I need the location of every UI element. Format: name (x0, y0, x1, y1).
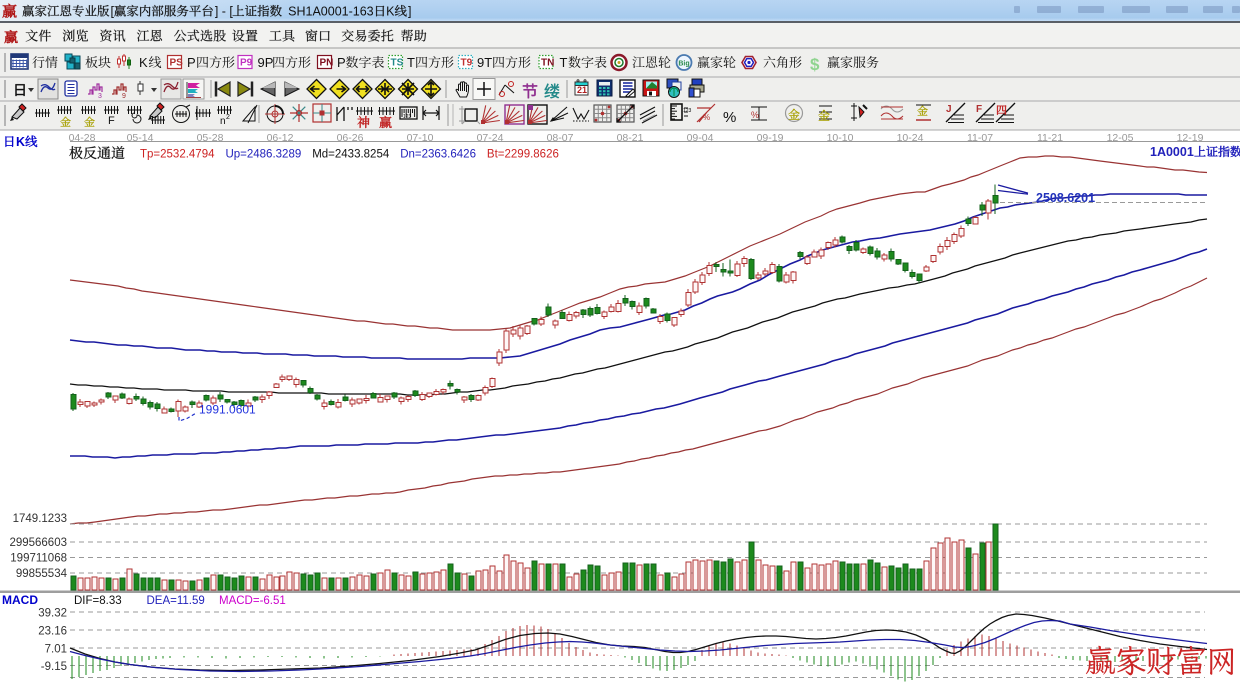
svg-text:Big: Big (678, 61, 689, 68)
svg-text:P: P (337, 55, 346, 70)
svg-text:9T: 9T (477, 55, 492, 70)
svg-text:MACD=-6.51: MACD=-6.51 (219, 595, 286, 607)
svg-text:Md=2433.8254: Md=2433.8254 (312, 149, 390, 161)
svg-text:n: n (220, 116, 226, 127)
svg-text:08-21: 08-21 (617, 132, 644, 144)
svg-text:1A0001: 1A0001 (1150, 145, 1194, 159)
svg-text:1749.1233: 1749.1233 (13, 513, 67, 525)
svg-text:123: 123 (403, 114, 412, 120)
svg-text:Up=2486.3289: Up=2486.3289 (225, 149, 301, 161)
svg-text:07-24: 07-24 (477, 132, 504, 144)
svg-text:K: K (16, 135, 25, 149)
svg-text:Bt=2299.8626: Bt=2299.8626 (487, 149, 559, 161)
svg-text:9: 9 (122, 93, 126, 100)
svg-text:08-07: 08-07 (547, 132, 574, 144)
svg-text:21: 21 (577, 85, 587, 95)
svg-text:299566603: 299566603 (9, 537, 67, 549)
svg-text:$: $ (810, 55, 820, 74)
svg-text:F: F (976, 104, 982, 115)
svg-text:Dn=2363.6426: Dn=2363.6426 (400, 149, 476, 161)
svg-text:3: 3 (98, 93, 102, 100)
svg-text:12-19: 12-19 (1177, 132, 1204, 144)
svg-text:-9.15: -9.15 (41, 661, 67, 673)
svg-text:P9: P9 (240, 58, 253, 69)
svg-text:05-28: 05-28 (197, 132, 224, 144)
svg-text:99855534: 99855534 (16, 568, 68, 580)
svg-text:[: [ (111, 5, 115, 19)
svg-text:%: % (751, 110, 759, 120)
svg-text:] - [: ] - [ (215, 5, 234, 19)
svg-text:T: T (560, 55, 568, 70)
svg-text:%: % (703, 113, 710, 122)
svg-text:TS: TS (391, 58, 404, 69)
svg-text:23.16: 23.16 (38, 626, 67, 638)
svg-text:06-12: 06-12 (267, 132, 294, 144)
svg-text:12-05: 12-05 (1107, 132, 1134, 144)
svg-text:11-07: 11-07 (967, 132, 993, 144)
svg-text:P: P (187, 55, 196, 70)
svg-text:04-28: 04-28 (69, 132, 96, 144)
svg-text:PS: PS (170, 58, 184, 69)
svg-text:39.32: 39.32 (38, 608, 67, 620)
svg-text:07-10: 07-10 (407, 132, 434, 144)
svg-text:123: 123 (683, 108, 692, 114)
svg-text:T: T (407, 55, 415, 70)
svg-text:TN: TN (541, 58, 554, 69)
svg-text:10-10: 10-10 (827, 132, 854, 144)
svg-text:]: ] (408, 5, 411, 19)
svg-text:%: % (723, 109, 736, 126)
svg-text:09-04: 09-04 (687, 132, 714, 144)
svg-text:F: F (108, 115, 115, 127)
svg-text:Tp=2532.4794: Tp=2532.4794 (140, 149, 215, 161)
svg-text:2: 2 (226, 114, 230, 121)
svg-text:05-14: 05-14 (127, 132, 154, 144)
svg-text:T9: T9 (461, 58, 473, 69)
svg-text:2508.6201: 2508.6201 (1036, 191, 1095, 205)
svg-text:MACD: MACD (2, 593, 38, 607)
svg-text:K: K (139, 55, 148, 70)
svg-text:SH1A0001-163: SH1A0001-163 (288, 5, 374, 19)
svg-text:PN: PN (320, 58, 334, 69)
svg-text:7.01: 7.01 (45, 644, 67, 656)
svg-text:DIF=8.33: DIF=8.33 (74, 595, 122, 607)
svg-text:10-24: 10-24 (897, 132, 924, 144)
svg-text:199711068: 199711068 (10, 553, 67, 565)
svg-text:9P: 9P (258, 55, 274, 70)
svg-text:DEA=11.59: DEA=11.59 (147, 595, 205, 607)
svg-text:11-21: 11-21 (1037, 132, 1063, 144)
svg-text:K: K (386, 5, 395, 19)
svg-text:1991.0601: 1991.0601 (199, 403, 256, 417)
svg-text:09-19: 09-19 (757, 132, 784, 144)
svg-text:J: J (946, 104, 952, 115)
svg-text:06-26: 06-26 (337, 132, 364, 144)
